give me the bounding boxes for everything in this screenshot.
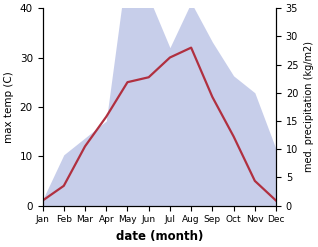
X-axis label: date (month): date (month) <box>116 230 203 243</box>
Y-axis label: max temp (C): max temp (C) <box>4 71 14 143</box>
Y-axis label: med. precipitation (kg/m2): med. precipitation (kg/m2) <box>304 41 314 172</box>
